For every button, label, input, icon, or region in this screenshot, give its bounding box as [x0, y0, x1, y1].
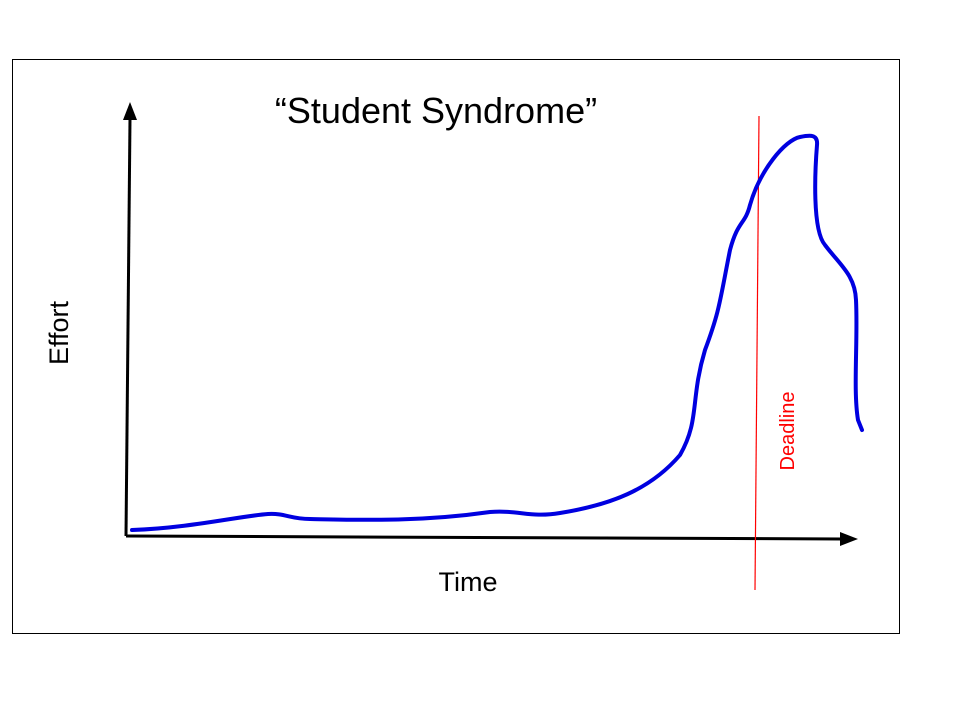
y-axis-arrow: [123, 102, 137, 120]
effort-curve: [130, 133, 864, 532]
title: “Student Syndrome”: [275, 90, 597, 131]
deadline-label: Deadline: [777, 392, 799, 471]
frame: [12, 59, 900, 634]
x-axis-label: Time: [439, 567, 498, 597]
x-axis: [125, 534, 844, 541]
deadline-line: [754, 115, 760, 591]
x-axis-arrow: [840, 532, 858, 546]
y-axis-label: Effort: [44, 300, 74, 365]
y-axis: [124, 117, 132, 537]
